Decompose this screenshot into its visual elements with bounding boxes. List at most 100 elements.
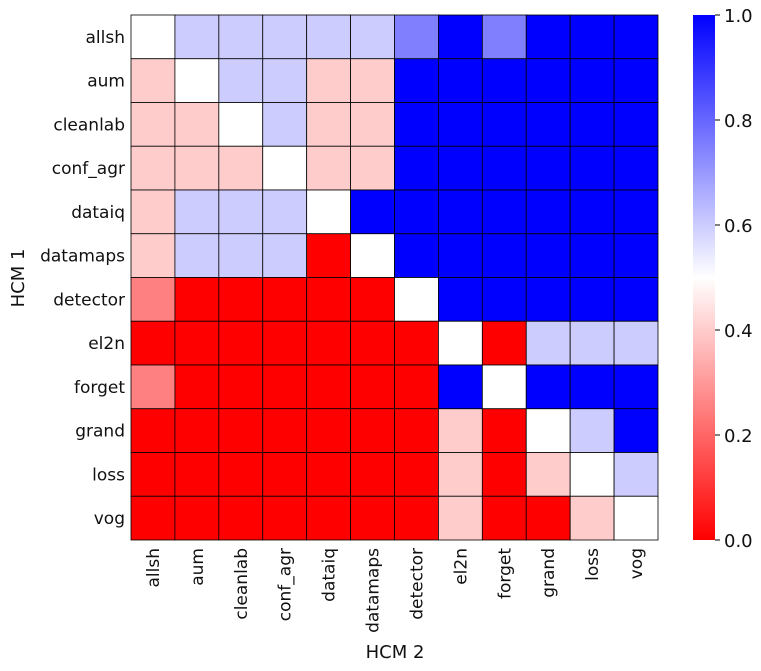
heatmap-cell-dataiq-detector	[394, 189, 439, 235]
heatmap-cell-conf_agr-forget	[481, 145, 527, 191]
heatmap-cell-grand-allsh	[130, 408, 176, 453]
colorbar-tick-label: 0.2	[724, 426, 753, 447]
heatmap-cell-aum-detector	[394, 58, 439, 103]
x-tick-label: loss	[583, 548, 603, 581]
heatmap-cell-forget-dataiq	[306, 364, 351, 410]
heatmap-cell-datamaps-vog	[613, 233, 659, 278]
colorbar-tick-label: 1.0	[724, 6, 753, 27]
heatmap-cell-vog-conf_agr	[262, 495, 308, 541]
heatmap-cell-conf_agr-aum	[174, 145, 220, 191]
heatmap-cell-aum-cleanlab	[218, 58, 264, 103]
colorbar: 0.0 0.2 0.4 0.6 0.8 1.0	[693, 6, 753, 552]
heatmap-cell-conf_agr-conf_agr	[262, 145, 308, 191]
x-tick-label: datamaps	[364, 548, 384, 633]
x-tick-labels: allsh aum cleanlab conf_agr dataiq datamaps de…	[144, 548, 647, 633]
heatmap-cell-loss-grand	[525, 452, 571, 497]
heatmap-cell-el2n-cleanlab	[218, 320, 264, 366]
heatmap-cell-loss-vog	[613, 452, 659, 497]
heatmap-cell-datamaps-aum	[174, 233, 220, 278]
heatmap-cell-conf_agr-detector	[394, 145, 439, 191]
heatmap-cell-forget-detector	[394, 364, 439, 410]
heatmap-cell-detector-allsh	[130, 277, 176, 322]
y-tick-label: forget	[74, 378, 125, 398]
heatmap-cell-dataiq-forget	[481, 189, 527, 235]
heatmap-cell-cleanlab-vog	[613, 102, 659, 147]
heatmap-cell-allsh-cleanlab	[218, 14, 264, 60]
heatmap-cell-allsh-el2n	[438, 14, 483, 60]
colorbar-tick-label: 0.0	[724, 531, 753, 552]
y-tick-label: el2n	[88, 334, 125, 354]
x-axis-label: HCM 2	[366, 642, 425, 663]
heatmap-cell-forget-grand	[525, 364, 571, 410]
heatmap-cell-allsh-dataiq	[306, 14, 351, 60]
y-tick-label: allsh	[86, 28, 126, 48]
heatmap-cell-allsh-conf_agr	[262, 14, 308, 60]
heatmap-cell-datamaps-detector	[394, 233, 439, 278]
heatmap-cell-aum-allsh	[130, 58, 176, 103]
heatmap-cell-forget-cleanlab	[218, 364, 264, 410]
heatmap-cell-loss-allsh	[130, 452, 176, 497]
heatmap-cell-allsh-allsh	[130, 14, 176, 60]
heatmap-cell-grand-detector	[394, 408, 439, 453]
y-axis-label: HCM 1	[8, 249, 29, 308]
heatmap-cell-aum-conf_agr	[262, 58, 308, 103]
heatmap-cell-loss-detector	[394, 452, 439, 497]
heatmap-cell-conf_agr-datamaps	[350, 145, 395, 191]
x-tick-label: el2n	[451, 548, 471, 585]
heatmap-cell-grand-dataiq	[306, 408, 351, 453]
heatmap-cell-detector-loss	[569, 277, 615, 322]
heatmap-cell-aum-aum	[174, 58, 220, 103]
heatmap-cell-grand-vog	[613, 408, 659, 453]
heatmap-cell-cleanlab-dataiq	[306, 102, 351, 147]
heatmap-cell-detector-conf_agr	[262, 277, 308, 322]
heatmap-cell-aum-datamaps	[350, 58, 395, 103]
heatmap-cell-allsh-detector	[394, 14, 439, 60]
y-tick-label: cleanlab	[53, 115, 125, 135]
heatmap-cell-cleanlab-forget	[481, 102, 527, 147]
heatmap-cell-detector-aum	[174, 277, 220, 322]
y-tick-label: conf_agr	[52, 159, 125, 179]
heatmap-cell-cleanlab-grand	[525, 102, 571, 147]
colorbar-ticks: 0.0 0.2 0.4 0.6 0.8 1.0	[715, 6, 753, 552]
heatmap-cell-conf_agr-cleanlab	[218, 145, 264, 191]
heatmap-cell-forget-conf_agr	[262, 364, 308, 410]
heatmap-cell-conf_agr-dataiq	[306, 145, 351, 191]
heatmap-cell-grand-datamaps	[350, 408, 395, 453]
heatmap-cell-vog-allsh	[130, 495, 176, 541]
heatmap-cell-forget-el2n	[438, 364, 483, 410]
y-tick-label: loss	[92, 465, 125, 485]
heatmap-cell-el2n-forget	[481, 320, 527, 366]
x-tick-label: cleanlab	[232, 548, 252, 620]
heatmap-cell-loss-dataiq	[306, 452, 351, 497]
heatmap-cell-vog-cleanlab	[218, 495, 264, 541]
heatmap-cell-cleanlab-conf_agr	[262, 102, 308, 147]
heatmap-cell-datamaps-cleanlab	[218, 233, 264, 278]
heatmap-cell-datamaps-el2n	[438, 233, 483, 278]
heatmap-cell-dataiq-datamaps	[350, 189, 395, 235]
x-tick-label: conf_agr	[276, 548, 296, 621]
heatmap-cell-aum-forget	[481, 58, 527, 103]
heatmap-cell-detector-forget	[481, 277, 527, 322]
heatmap-cell-vog-el2n	[438, 495, 483, 541]
heatmap-cell-el2n-allsh	[130, 320, 176, 366]
heatmap-cell-vog-loss	[569, 495, 615, 541]
heatmap-cell-loss-datamaps	[350, 452, 395, 497]
heatmap-cell-datamaps-conf_agr	[262, 233, 308, 278]
heatmap-cell-forget-datamaps	[350, 364, 395, 410]
heatmap-cell-loss-forget	[481, 452, 527, 497]
heatmap-cell-datamaps-datamaps	[350, 233, 395, 278]
heatmap-cell-datamaps-grand	[525, 233, 571, 278]
heatmap-cell-cleanlab-aum	[174, 102, 220, 147]
heatmap-cells	[130, 14, 659, 541]
x-tick-label: detector	[407, 548, 427, 620]
heatmap-cell-conf_agr-vog	[613, 145, 659, 191]
heatmap-cell-dataiq-aum	[174, 189, 220, 235]
heatmap-cell-detector-grand	[525, 277, 571, 322]
heatmap-cell-conf_agr-loss	[569, 145, 615, 191]
heatmap-cell-allsh-datamaps	[350, 14, 395, 60]
heatmap-cell-conf_agr-el2n	[438, 145, 483, 191]
heatmap-cell-dataiq-allsh	[130, 189, 176, 235]
heatmap-cell-grand-conf_agr	[262, 408, 308, 453]
heatmap-cell-el2n-detector	[394, 320, 439, 366]
